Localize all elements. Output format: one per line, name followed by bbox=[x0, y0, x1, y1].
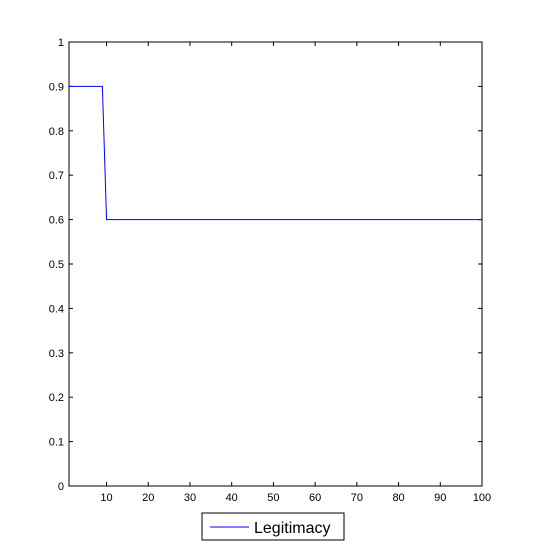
plot-area bbox=[69, 42, 482, 486]
y-tick-label: 0.5 bbox=[49, 259, 64, 271]
x-tick-label: 80 bbox=[392, 492, 404, 504]
legend-label: Legitimacy bbox=[254, 520, 330, 537]
y-tick-label: 0.3 bbox=[49, 348, 64, 360]
x-tick-label: 10 bbox=[100, 492, 112, 504]
x-tick-label: 40 bbox=[226, 492, 238, 504]
x-tick-label: 20 bbox=[142, 492, 154, 504]
y-tick-label: 0.8 bbox=[49, 126, 64, 138]
x-tick-label: 90 bbox=[434, 492, 446, 504]
y-tick-label: 0.9 bbox=[49, 81, 64, 93]
x-tick-label: 70 bbox=[351, 492, 363, 504]
y-tick-label: 0.2 bbox=[49, 392, 64, 404]
x-tick-label: 50 bbox=[267, 492, 279, 504]
legend: Legitimacy bbox=[202, 513, 344, 540]
x-tick-label: 100 bbox=[473, 492, 491, 504]
x-tick-label: 60 bbox=[309, 492, 321, 504]
y-tick-label: 0.1 bbox=[49, 437, 64, 449]
y-tick-label: 0 bbox=[58, 481, 64, 493]
y-tick-label: 0.6 bbox=[49, 215, 64, 227]
y-tick-label: 0.7 bbox=[49, 170, 64, 182]
y-tick-label: 1 bbox=[58, 37, 64, 49]
y-tick-label: 0.4 bbox=[49, 303, 64, 315]
x-tick-label: 30 bbox=[184, 492, 196, 504]
